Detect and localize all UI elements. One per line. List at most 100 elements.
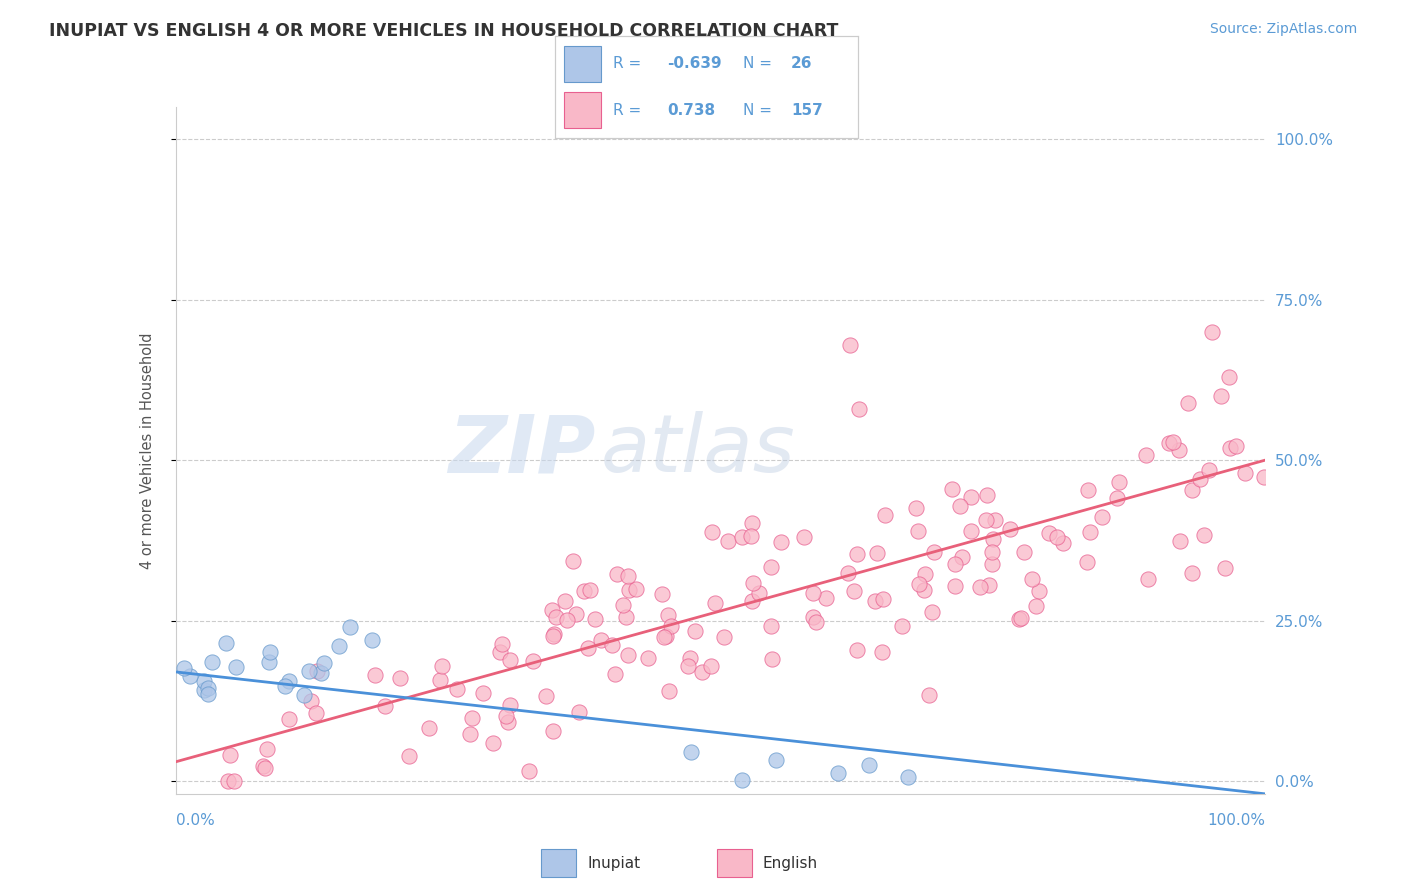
Point: [253, 762, 276, 776]
Text: Inupiat: Inupiat: [588, 855, 640, 871]
Point: [555, 613, 578, 627]
Point: [846, 548, 869, 562]
Text: R =: R =: [613, 103, 641, 118]
Point: [690, 665, 713, 679]
Point: [984, 513, 1007, 527]
Point: [498, 715, 520, 730]
Point: [658, 684, 681, 698]
Point: [193, 682, 215, 697]
Point: [741, 516, 763, 530]
Point: [193, 673, 215, 688]
Point: [1253, 470, 1275, 484]
Point: [541, 603, 564, 617]
Point: [256, 741, 278, 756]
Point: [914, 566, 936, 581]
Point: [837, 566, 859, 580]
Point: [1218, 369, 1240, 384]
Point: [1108, 475, 1130, 489]
Text: R =: R =: [613, 56, 641, 71]
Point: [845, 642, 868, 657]
Point: [943, 579, 966, 593]
Text: English: English: [762, 855, 818, 871]
Point: [1076, 555, 1098, 569]
Point: [591, 633, 613, 648]
Point: [617, 568, 640, 582]
Point: [541, 723, 564, 738]
Point: [976, 513, 998, 527]
Point: [1091, 509, 1114, 524]
Point: [657, 608, 679, 623]
Point: [683, 624, 706, 639]
Point: [637, 651, 659, 665]
Point: [769, 535, 792, 549]
Point: [328, 639, 350, 653]
Point: [1177, 396, 1199, 410]
Point: [1167, 443, 1189, 458]
Point: [1209, 389, 1232, 403]
Point: [731, 772, 754, 787]
Point: [361, 632, 384, 647]
Point: [917, 688, 939, 702]
Point: [761, 652, 783, 666]
Point: [1136, 572, 1159, 586]
Point: [217, 774, 239, 789]
Text: Source: ZipAtlas.com: Source: ZipAtlas.com: [1209, 22, 1357, 37]
Point: [565, 607, 588, 622]
Point: [801, 610, 824, 624]
Point: [218, 748, 240, 763]
Point: [1157, 435, 1180, 450]
Text: ZIP: ZIP: [449, 411, 595, 490]
Point: [491, 636, 513, 650]
Text: N =: N =: [742, 56, 772, 71]
Point: [1000, 522, 1022, 536]
Point: [471, 686, 494, 700]
Point: [259, 655, 281, 669]
Point: [872, 645, 894, 659]
Point: [617, 582, 640, 597]
Point: [374, 698, 396, 713]
Point: [482, 736, 505, 750]
Point: [499, 698, 522, 712]
Point: [652, 630, 675, 644]
Point: [748, 585, 770, 599]
Point: [252, 759, 274, 773]
Point: [713, 631, 735, 645]
Point: [1192, 527, 1215, 541]
Point: [979, 578, 1001, 592]
Point: [225, 660, 247, 674]
Point: [461, 711, 484, 725]
Point: [949, 499, 972, 513]
Point: [1225, 439, 1247, 453]
Point: [827, 765, 849, 780]
Point: [741, 593, 763, 607]
Point: [1025, 599, 1047, 614]
Point: [418, 722, 440, 736]
Point: [943, 558, 966, 572]
Point: [614, 609, 637, 624]
Point: [700, 659, 723, 673]
Point: [222, 774, 245, 789]
Point: [702, 524, 724, 539]
Point: [307, 664, 329, 678]
Point: [912, 582, 935, 597]
Point: [904, 501, 927, 516]
Point: [312, 657, 335, 671]
Point: [299, 694, 322, 708]
Point: [981, 532, 1004, 546]
Point: [606, 566, 628, 581]
Point: [278, 713, 301, 727]
Point: [907, 524, 929, 538]
Point: [173, 661, 195, 675]
Text: 157: 157: [792, 103, 823, 118]
Point: [842, 584, 865, 599]
Point: [1077, 483, 1099, 497]
Point: [717, 534, 740, 549]
Text: 26: 26: [792, 56, 813, 71]
Point: [388, 671, 411, 685]
Point: [907, 577, 929, 591]
Text: N =: N =: [742, 103, 772, 118]
Point: [1219, 442, 1241, 456]
Point: [1189, 472, 1212, 486]
Point: [1135, 448, 1157, 462]
Point: [1078, 524, 1101, 539]
